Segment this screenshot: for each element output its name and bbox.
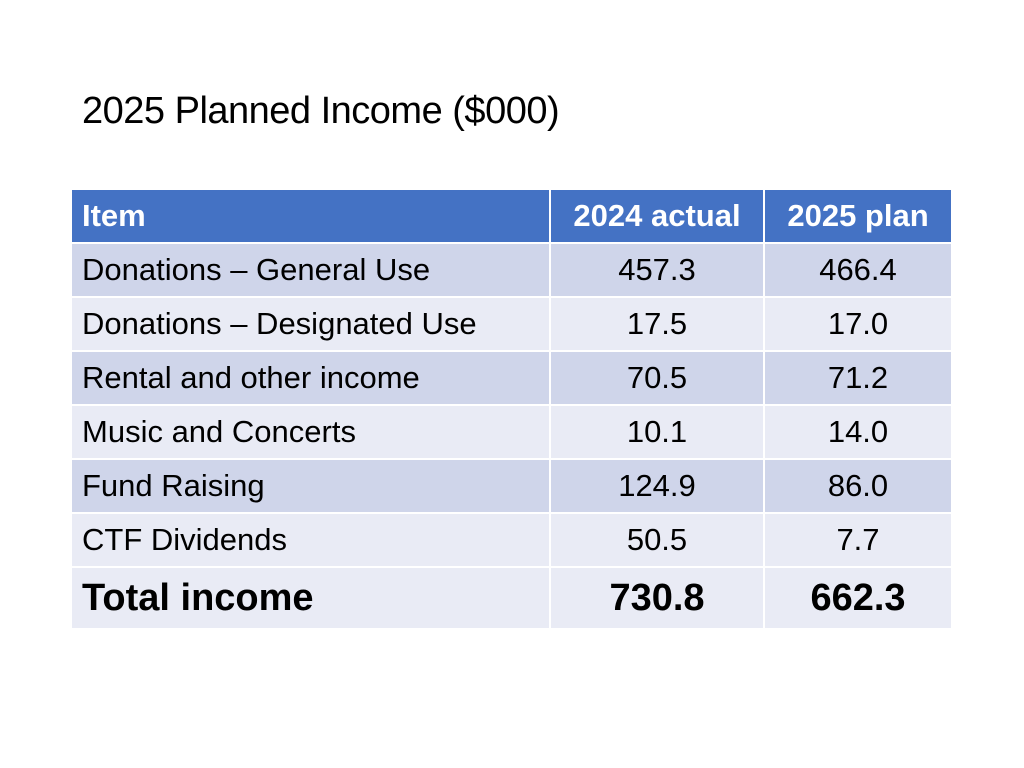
table-row: Donations – Designated Use 17.5 17.0: [70, 296, 953, 352]
row-2025-plan-value: 86.0: [763, 458, 953, 514]
table-row: CTF Dividends 50.5 7.7: [70, 512, 953, 568]
total-row: Total income 730.8 662.3: [70, 566, 953, 630]
row-2024-actual-value: 17.5: [549, 296, 765, 352]
column-header-2025-plan: 2025 plan: [763, 188, 953, 244]
row-item-label: Donations – General Use: [70, 242, 551, 298]
total-label: Total income: [70, 566, 551, 630]
table-row: Rental and other income 70.5 71.2: [70, 350, 953, 406]
row-2024-actual-value: 50.5: [549, 512, 765, 568]
table-row: Music and Concerts 10.1 14.0: [70, 404, 953, 460]
row-2024-actual-value: 10.1: [549, 404, 765, 460]
row-2025-plan-value: 17.0: [763, 296, 953, 352]
income-table: Item 2024 actual 2025 plan Donations – G…: [70, 188, 953, 630]
total-2025-plan-value: 662.3: [763, 566, 953, 630]
row-2025-plan-value: 466.4: [763, 242, 953, 298]
total-2024-actual-value: 730.8: [549, 566, 765, 630]
row-item-label: Fund Raising: [70, 458, 551, 514]
row-item-label: CTF Dividends: [70, 512, 551, 568]
table-row: Fund Raising 124.9 86.0: [70, 458, 953, 514]
row-item-label: Rental and other income: [70, 350, 551, 406]
page-title: 2025 Planned Income ($000): [82, 90, 560, 132]
row-2024-actual-value: 124.9: [549, 458, 765, 514]
row-2024-actual-value: 457.3: [549, 242, 765, 298]
table-row: Donations – General Use 457.3 466.4: [70, 242, 953, 298]
column-header-item: Item: [70, 188, 551, 244]
table-header-row: Item 2024 actual 2025 plan: [70, 188, 953, 244]
row-2025-plan-value: 7.7: [763, 512, 953, 568]
row-2024-actual-value: 70.5: [549, 350, 765, 406]
row-item-label: Music and Concerts: [70, 404, 551, 460]
row-2025-plan-value: 14.0: [763, 404, 953, 460]
row-item-label: Donations – Designated Use: [70, 296, 551, 352]
column-header-2024-actual: 2024 actual: [549, 188, 765, 244]
row-2025-plan-value: 71.2: [763, 350, 953, 406]
